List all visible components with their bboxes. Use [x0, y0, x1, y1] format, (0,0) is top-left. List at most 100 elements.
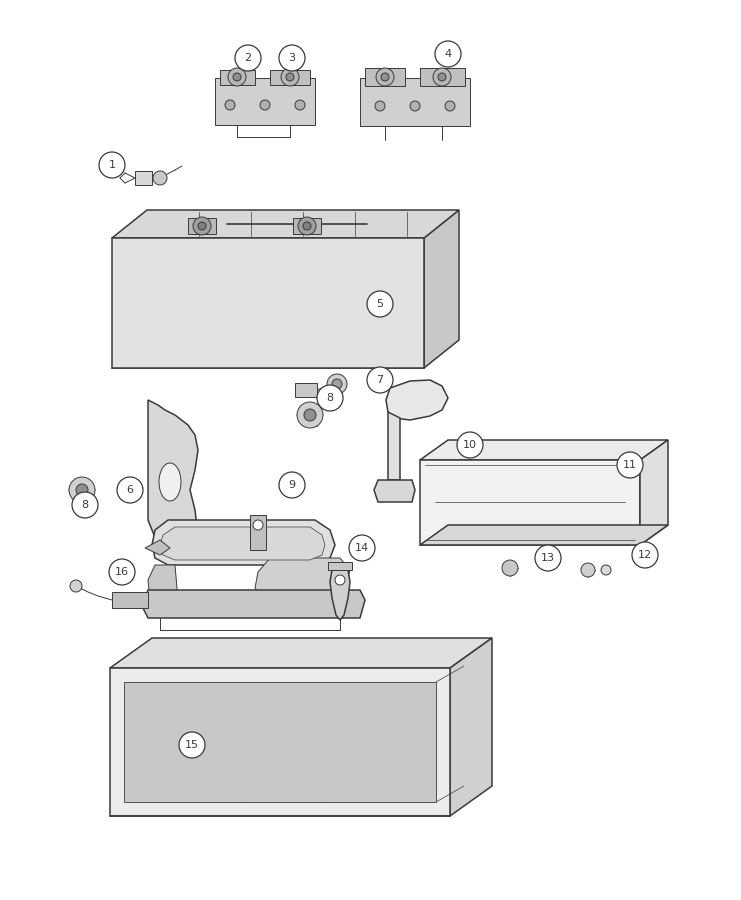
Circle shape — [317, 385, 343, 411]
Text: 2: 2 — [245, 53, 251, 63]
Polygon shape — [328, 562, 352, 570]
Text: 12: 12 — [638, 550, 652, 560]
Text: 14: 14 — [355, 543, 369, 553]
Circle shape — [502, 560, 518, 576]
Bar — [295, 383, 317, 397]
Circle shape — [235, 45, 261, 71]
Text: 11: 11 — [623, 460, 637, 470]
Circle shape — [295, 100, 305, 110]
Circle shape — [433, 68, 451, 86]
Polygon shape — [112, 210, 459, 238]
Circle shape — [435, 41, 461, 67]
Circle shape — [381, 73, 389, 81]
Circle shape — [335, 575, 345, 585]
Text: 7: 7 — [376, 375, 384, 385]
Circle shape — [376, 68, 394, 86]
Circle shape — [109, 559, 135, 585]
Bar — [188, 218, 216, 234]
Polygon shape — [135, 171, 152, 185]
Polygon shape — [110, 638, 492, 668]
Circle shape — [279, 45, 305, 71]
Polygon shape — [110, 668, 450, 816]
Circle shape — [457, 432, 483, 458]
Circle shape — [70, 580, 82, 592]
Text: 5: 5 — [376, 299, 384, 309]
Polygon shape — [374, 480, 415, 502]
Circle shape — [253, 520, 263, 530]
Circle shape — [72, 492, 98, 518]
Polygon shape — [145, 540, 170, 555]
Polygon shape — [365, 68, 405, 86]
Text: 13: 13 — [541, 553, 555, 563]
Text: 10: 10 — [463, 440, 477, 450]
Text: 15: 15 — [185, 740, 199, 750]
Circle shape — [297, 402, 323, 428]
Text: 4: 4 — [445, 49, 451, 59]
Circle shape — [279, 472, 305, 498]
Circle shape — [535, 545, 561, 571]
Polygon shape — [420, 525, 668, 545]
Circle shape — [617, 452, 643, 478]
Polygon shape — [420, 460, 640, 545]
Circle shape — [327, 374, 347, 394]
Polygon shape — [148, 400, 198, 560]
Circle shape — [281, 68, 299, 86]
Circle shape — [410, 101, 420, 111]
Circle shape — [99, 152, 125, 178]
Polygon shape — [450, 638, 492, 816]
Text: 6: 6 — [127, 485, 133, 495]
Polygon shape — [215, 78, 315, 125]
Polygon shape — [270, 70, 310, 85]
Polygon shape — [124, 682, 436, 802]
Circle shape — [153, 171, 167, 185]
Polygon shape — [148, 565, 178, 610]
Polygon shape — [640, 440, 668, 545]
Circle shape — [298, 217, 316, 235]
Text: 9: 9 — [288, 480, 296, 490]
Circle shape — [445, 101, 455, 111]
Circle shape — [117, 477, 143, 503]
Circle shape — [286, 73, 294, 81]
Circle shape — [260, 100, 270, 110]
Polygon shape — [420, 68, 465, 86]
Text: 16: 16 — [115, 567, 129, 577]
Circle shape — [179, 732, 205, 758]
Circle shape — [367, 291, 393, 317]
Text: 8: 8 — [82, 500, 89, 510]
Polygon shape — [420, 440, 668, 460]
Polygon shape — [330, 570, 350, 620]
Polygon shape — [112, 592, 148, 608]
Circle shape — [303, 222, 311, 230]
Polygon shape — [143, 590, 365, 618]
Polygon shape — [152, 520, 335, 565]
Text: 3: 3 — [288, 53, 296, 63]
Polygon shape — [424, 210, 459, 368]
Circle shape — [225, 100, 235, 110]
Circle shape — [228, 68, 246, 86]
Text: 8: 8 — [327, 393, 333, 403]
Polygon shape — [160, 527, 325, 560]
Polygon shape — [112, 238, 424, 368]
Circle shape — [198, 222, 206, 230]
Polygon shape — [386, 380, 448, 420]
Circle shape — [76, 484, 88, 496]
Circle shape — [332, 379, 342, 389]
Circle shape — [632, 542, 658, 568]
Circle shape — [69, 477, 95, 503]
Bar — [250, 515, 266, 550]
Circle shape — [233, 73, 241, 81]
Circle shape — [349, 535, 375, 561]
Circle shape — [438, 73, 446, 81]
Polygon shape — [388, 412, 400, 480]
Polygon shape — [220, 70, 255, 85]
Polygon shape — [255, 558, 350, 600]
Ellipse shape — [159, 463, 181, 501]
Circle shape — [581, 563, 595, 577]
Circle shape — [601, 565, 611, 575]
Circle shape — [193, 217, 211, 235]
Circle shape — [304, 409, 316, 421]
Circle shape — [375, 101, 385, 111]
Text: 1: 1 — [108, 160, 116, 170]
Bar — [293, 218, 321, 234]
Polygon shape — [360, 78, 470, 126]
